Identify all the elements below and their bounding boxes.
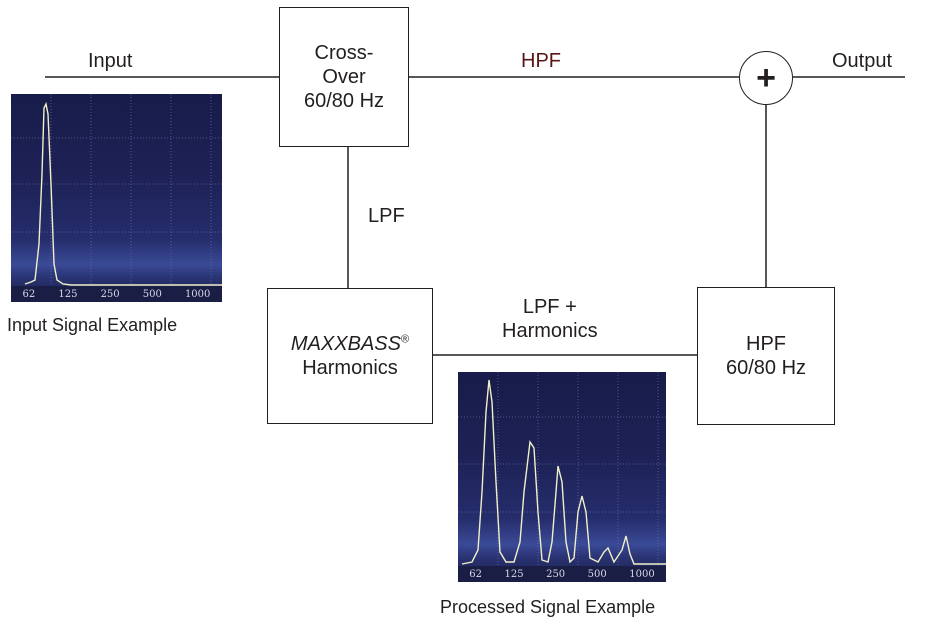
maxxbass-brand: MAXXBASS [290,333,401,355]
crossover-line3: 60/80 Hz [303,90,385,112]
processed-spectrum-ticks: 62 125 250 500 1000 [458,566,666,582]
input-spectrum-plot [11,94,222,286]
processed-spectrum-plot [458,372,666,566]
crossover-box: Cross- Over 60/80 Hz [279,7,409,147]
crossover-line2: Over [322,66,366,88]
processed-signal-spectrum: 62 125 250 500 1000 [458,372,666,582]
maxxbass-line2: Harmonics [302,357,398,379]
lpf-harmonics-label: LPF + Harmonics [502,295,598,343]
tick-250: 250 [100,288,120,300]
input-spectrum-ticks: 62 125 250 500 1000 [11,286,222,302]
input-spectrum-trace [24,101,222,286]
processed-signal-caption: Processed Signal Example [440,597,656,617]
maxxbass-harmonics-box: MAXXBASS® Harmonics [267,288,433,424]
tick-125: 125 [58,288,78,300]
input-label: Input [88,50,133,72]
tick-62: 62 [22,288,36,300]
input-signal-caption: Input Signal Example [7,315,178,335]
hpf-box: HPF 60/80 Hz [697,287,835,425]
hpf-box-line2: 60/80 Hz [725,357,807,379]
summing-junction: + [739,51,793,105]
tick-62: 62 [469,568,482,580]
tick-1000: 1000 [184,288,211,300]
tick-500: 500 [587,568,607,580]
processed-spectrum-trace [461,379,666,565]
crossover-line1: Cross- [314,42,374,64]
registered-mark: ® [400,333,410,346]
hpf-box-line1: HPF [746,333,786,355]
maxxbass-brand-line: MAXXBASS® [291,332,409,356]
tick-250: 250 [546,568,566,580]
tick-500: 500 [142,288,162,300]
input-signal-spectrum: 62 125 250 500 1000 [11,94,222,302]
plus-icon: + [756,59,776,97]
hpf-label: HPF [521,50,561,72]
lpf-harmonics-line1: LPF + [522,296,577,318]
tick-1000: 1000 [629,568,655,580]
output-label: Output [832,50,893,72]
lpf-harmonics-line2: Harmonics [502,320,598,342]
tick-125: 125 [504,568,524,580]
lpf-label: LPF [368,205,405,227]
